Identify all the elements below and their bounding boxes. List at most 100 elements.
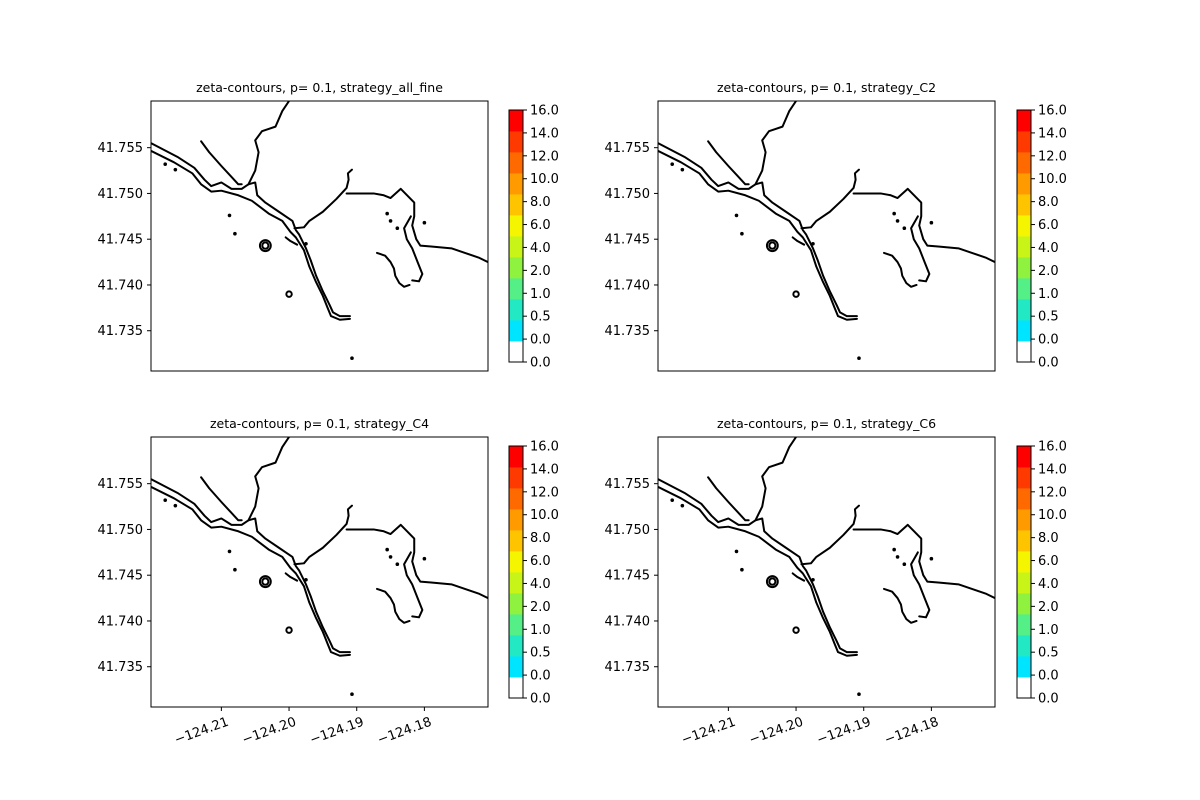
subplot-2-shoreline-line-4 bbox=[754, 101, 798, 186]
subplot-4-colorbar-band-12 bbox=[1017, 446, 1031, 468]
subplot-4-colorbar-tick-label-8: 8.0 bbox=[1038, 531, 1059, 546]
subplot-4-colorbar-tick-label-5: 2.0 bbox=[1038, 600, 1059, 615]
subplot-1-ytick-label-3: 41.745 bbox=[98, 233, 144, 248]
subplot-3-shoreline bbox=[151, 437, 488, 696]
subplot-4-shoreline-line-1 bbox=[658, 478, 858, 654]
subplot-1-colorbar-tick-label-2: 0.0 bbox=[530, 333, 551, 348]
subplot-4-ytick-label-1: 41.735 bbox=[605, 660, 651, 675]
subplot-4-island-ring-3 bbox=[792, 626, 800, 634]
subplot-4-colorbar-band-10 bbox=[1017, 488, 1031, 510]
subplot-3-colorbar-band-12 bbox=[509, 446, 523, 468]
subplot-2-island-dot-7 bbox=[892, 211, 896, 216]
subplot-2-island-dot-4 bbox=[740, 231, 744, 236]
subplot-2-shoreline-line-3 bbox=[707, 140, 750, 186]
subplot-3-ytick-label-3: 41.745 bbox=[98, 569, 144, 584]
subplot-3-island-dot-1 bbox=[163, 498, 168, 502]
subplot-1-shoreline-line-1 bbox=[151, 142, 351, 318]
subplot-1-colorbar-band-9 bbox=[509, 173, 523, 195]
subplot-2-ytick-label-5: 41.755 bbox=[605, 141, 651, 156]
subplot-2: zeta-contours, p= 0.1, strategy_C2 41.73… bbox=[605, 80, 1067, 372]
subplot-1-shoreline-line-3 bbox=[200, 140, 243, 186]
subplot-3-island-dot-6 bbox=[350, 692, 354, 696]
subplot-1-colorbar-tick-label-10: 12.0 bbox=[530, 149, 559, 164]
subplot-1-colorbar-band-12 bbox=[509, 110, 523, 132]
subplot-4-island-ring-1 bbox=[765, 575, 779, 589]
subplot-1-colorbar-tick-label-4: 1.0 bbox=[530, 287, 551, 302]
subplot-1-colorbar-band-8 bbox=[509, 194, 523, 216]
subplot-2-island-dot-5 bbox=[811, 241, 815, 246]
subplot-4-colorbar-tick-label-12: 16.0 bbox=[1038, 440, 1067, 455]
subplot-1-colorbar-tick-label-11: 14.0 bbox=[530, 126, 559, 141]
subplot-3-island-dot-8 bbox=[388, 555, 393, 559]
subplot-1-island-dot-7 bbox=[385, 211, 389, 216]
subplot-2-shoreline-line-6 bbox=[800, 168, 860, 230]
subplot-4-shoreline-line-2 bbox=[658, 485, 858, 657]
subplot-1: zeta-contours, p= 0.1, strategy_all_fine… bbox=[98, 80, 559, 372]
subplot-2-shoreline-line-8 bbox=[910, 215, 931, 283]
subplot-4-ytick-label-4: 41.750 bbox=[605, 523, 651, 538]
subplot-4-island-dot-2 bbox=[680, 503, 685, 508]
subplot-3-colorbar-band-9 bbox=[509, 509, 523, 531]
subplot-1-colorbar-band-2 bbox=[509, 320, 523, 342]
subplot-3-shoreline-line-2 bbox=[151, 485, 351, 657]
subplot-1-colorbar-tick-label-7: 6.0 bbox=[530, 218, 551, 233]
subplot-4-colorbar-tick-label-9: 10.0 bbox=[1038, 508, 1067, 523]
subplot-2-colorbar-band-12 bbox=[1017, 110, 1031, 132]
subplot-1-axes-frame bbox=[150, 100, 489, 372]
subplot-3-colorbar-tick-label-8: 8.0 bbox=[530, 531, 551, 546]
subplot-2-colorbar-band-5 bbox=[1017, 257, 1031, 279]
subplot-2-island-dot-1 bbox=[670, 162, 675, 166]
subplot-1-colorbar-tick-label-1: 0.0 bbox=[530, 356, 551, 371]
subplot-4-colorbar-tick-label-6: 4.0 bbox=[1038, 577, 1059, 592]
subplot-1-island-dot-2 bbox=[173, 167, 178, 172]
subplot-3-colorbar-band-5 bbox=[509, 593, 523, 615]
subplot-2-colorbar-band-7 bbox=[1017, 215, 1031, 237]
subplot-4-colorbar-band-6 bbox=[1017, 572, 1031, 594]
subplot-3-colorbar-tick-label-6: 4.0 bbox=[530, 577, 551, 592]
subplot-4: zeta-contours, p= 0.1, strategy_C6 41.73… bbox=[605, 416, 1067, 748]
subplot-1-colorbar-band-5 bbox=[509, 257, 523, 279]
subplot-3-shoreline-line-7 bbox=[345, 523, 488, 600]
subplot-4-shoreline-line-5 bbox=[791, 572, 806, 582]
subplot-3-island-dot-9 bbox=[395, 562, 400, 567]
subplot-3-colorbar-band-11 bbox=[509, 467, 523, 489]
subplot-1-shoreline-line-2 bbox=[151, 149, 351, 321]
subplot-3-ytick-label-5: 41.755 bbox=[98, 477, 144, 492]
subplot-1-shoreline-line-8 bbox=[403, 215, 424, 283]
subplot-1-colorbar-tick-label-5: 2.0 bbox=[530, 264, 551, 279]
subplot-3-shoreline-line-4 bbox=[247, 437, 291, 522]
subplot-2-colorbar-band-8 bbox=[1017, 194, 1031, 216]
subplot-3-colorbar-frame bbox=[508, 445, 524, 699]
subplot-2-colorbar-tick-label-11: 14.0 bbox=[1038, 126, 1067, 141]
subplot-4-xtick-label-2: −124.20 bbox=[747, 715, 805, 748]
subplot-1-colorbar-tick-label-6: 4.0 bbox=[530, 241, 551, 256]
subplot-1-colorbar-band-3 bbox=[509, 299, 523, 321]
subplot-4-island-dot-1 bbox=[670, 498, 675, 502]
subplot-3-colorbar-band-10 bbox=[509, 488, 523, 510]
subplot-1-island-dot-9 bbox=[395, 226, 400, 231]
subplot-1-colorbar-frame bbox=[508, 109, 524, 363]
subplot-4-colorbar-tick-label-1: 0.0 bbox=[1038, 692, 1059, 707]
subplot-2-island-dot-8 bbox=[895, 219, 900, 223]
subplot-1-shoreline bbox=[151, 101, 488, 360]
subplot-3-colorbar-tick-label-9: 10.0 bbox=[530, 508, 559, 523]
subplot-4-island-dot-6 bbox=[857, 692, 861, 696]
subplot-1-colorbar-band-6 bbox=[509, 236, 523, 258]
subplot-1-shoreline-line-7 bbox=[345, 187, 488, 264]
subplot-3-colorbar-band-1 bbox=[509, 677, 523, 699]
subplot-2-colorbar-tick-label-4: 1.0 bbox=[1038, 287, 1059, 302]
subplot-2-shoreline-line-2 bbox=[658, 149, 858, 321]
subplot-2-colorbar-band-11 bbox=[1017, 131, 1031, 153]
subplot-2-colorbar-tick-label-2: 0.0 bbox=[1038, 333, 1059, 348]
subplot-2-colorbar-band-9 bbox=[1017, 173, 1031, 195]
subplot-2-colorbar-band-1 bbox=[1017, 341, 1031, 363]
subplot-2-shoreline-line-7 bbox=[852, 187, 995, 264]
subplot-3-ytick-label-4: 41.750 bbox=[98, 523, 144, 538]
subplot-3-colorbar-tick-label-11: 14.0 bbox=[530, 462, 559, 477]
subplot-4-colorbar-band-9 bbox=[1017, 509, 1031, 531]
subplot-3-colorbar-band-7 bbox=[509, 551, 523, 573]
subplot-3-shoreline-line-8 bbox=[403, 551, 424, 619]
subplot-1-island-dot-3 bbox=[227, 213, 232, 218]
subplot-4-shoreline bbox=[658, 437, 995, 696]
subplot-3-colorbar-tick-label-4: 1.0 bbox=[530, 623, 551, 638]
